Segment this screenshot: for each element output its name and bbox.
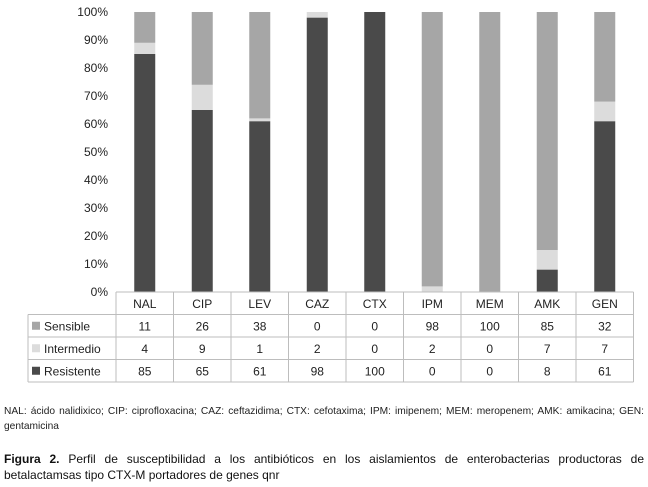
y-tick-label: 70%	[84, 89, 108, 103]
caption-label: Figura 2.	[4, 452, 60, 466]
data-table-value: 98	[426, 319, 440, 333]
bar-segment-resistente	[536, 269, 558, 292]
data-table-value: 2	[429, 342, 436, 356]
data-table-value: 0	[371, 342, 378, 356]
data-table: NAL CIP LEV CAZ CTX IPM MEM AMK GEN Sensible 11 26 3…	[27, 291, 634, 383]
bar-segment-resistente	[249, 121, 271, 292]
bar-segment-resistente	[134, 54, 156, 292]
y-tick-label: 30%	[84, 201, 108, 215]
data-table-value: 32	[598, 319, 612, 333]
y-tick-label: 50%	[84, 145, 108, 159]
bar-segment-intermedio	[306, 12, 328, 18]
category-label: MEM	[476, 297, 504, 311]
category-label: AMK	[534, 297, 560, 311]
y-tick-label: 10%	[84, 257, 108, 271]
data-table-value: 1	[256, 342, 263, 356]
legend-label: Intermedio	[44, 342, 101, 356]
category-label: GEN	[592, 297, 618, 311]
bar-segment-resistente	[364, 12, 386, 292]
y-axis: 0% 10% 20% 30% 40% 50% 60% 70% 80% 90% 100%	[77, 5, 108, 299]
data-table-value: 100	[480, 319, 500, 333]
data-table-value: 0	[486, 364, 493, 378]
data-table-value: 61	[253, 364, 267, 378]
bar-segment-intermedio	[421, 286, 443, 292]
category-label: NAL	[133, 297, 157, 311]
data-table-value: 26	[196, 319, 210, 333]
data-table-value: 98	[311, 364, 325, 378]
bar-segment-intermedio	[249, 118, 271, 122]
data-table-value: 7	[601, 342, 608, 356]
data-table-value: 85	[541, 319, 555, 333]
legend-label: Resistente	[44, 364, 101, 378]
stacked-bar-chart: 0% 10% 20% 30% 40% 50% 60% 70% 80% 90% 100% NAL CIP…	[27, 5, 634, 383]
bar-segment-sensible	[536, 12, 558, 250]
data-table-value: 7	[544, 342, 551, 356]
y-tick-label: 60%	[84, 117, 108, 131]
bar-segment-sensible	[479, 12, 501, 292]
category-label: CIP	[192, 297, 212, 311]
data-table-value: 0	[371, 319, 378, 333]
caption-text: Perfil de susceptibilidad a los antibiót…	[4, 452, 644, 482]
category-label: LEV	[248, 297, 271, 311]
bar-segment-intermedio	[134, 42, 156, 54]
y-tick-label: 100%	[77, 5, 108, 19]
data-table-value: 61	[598, 364, 612, 378]
data-table-value: 8	[544, 364, 551, 378]
data-table-value: 9	[199, 342, 206, 356]
bar-segment-sensible	[134, 12, 156, 43]
footnote: NAL: ácido nalidixico; CIP: ciprofloxaci…	[4, 406, 644, 432]
data-table-value: 85	[138, 364, 152, 378]
category-label: CAZ	[305, 297, 329, 311]
data-table-value: 0	[429, 364, 436, 378]
data-table-value: 4	[141, 342, 148, 356]
data-table-value: 0	[486, 342, 493, 356]
bars	[134, 12, 616, 292]
y-tick-label: 80%	[84, 61, 108, 75]
legend-label: Sensible	[44, 319, 90, 333]
y-tick-label: 0%	[91, 285, 109, 299]
bar-segment-sensible	[249, 12, 271, 119]
category-label: IPM	[422, 297, 443, 311]
data-table-value: 0	[314, 319, 321, 333]
legend-key-sensible	[32, 321, 40, 330]
bar-segment-sensible	[191, 12, 213, 85]
figure-caption: Figura 2. Perfil de susceptibilidad a lo…	[4, 451, 644, 483]
bar-segment-intermedio	[594, 101, 616, 122]
bar-segment-resistente	[594, 121, 616, 292]
data-table-value: 11	[139, 319, 152, 333]
data-table-value: 100	[365, 364, 385, 378]
y-tick-label: 20%	[84, 229, 108, 243]
data-table-value: 38	[253, 319, 267, 333]
y-tick-label: 90%	[84, 33, 108, 47]
y-tick-label: 40%	[84, 173, 108, 187]
data-table-value: 2	[314, 342, 321, 356]
bar-segment-sensible	[594, 12, 616, 102]
bar-segment-intermedio	[191, 84, 213, 110]
category-label: CTX	[363, 297, 387, 311]
data-table-value: 65	[196, 364, 210, 378]
legend-key-intermedio	[32, 344, 40, 353]
bar-segment-resistente	[306, 17, 328, 292]
legend-key-resistente	[32, 366, 40, 375]
bar-segment-resistente	[191, 110, 213, 292]
bar-segment-sensible	[421, 12, 443, 287]
bar-segment-intermedio	[536, 250, 558, 270]
